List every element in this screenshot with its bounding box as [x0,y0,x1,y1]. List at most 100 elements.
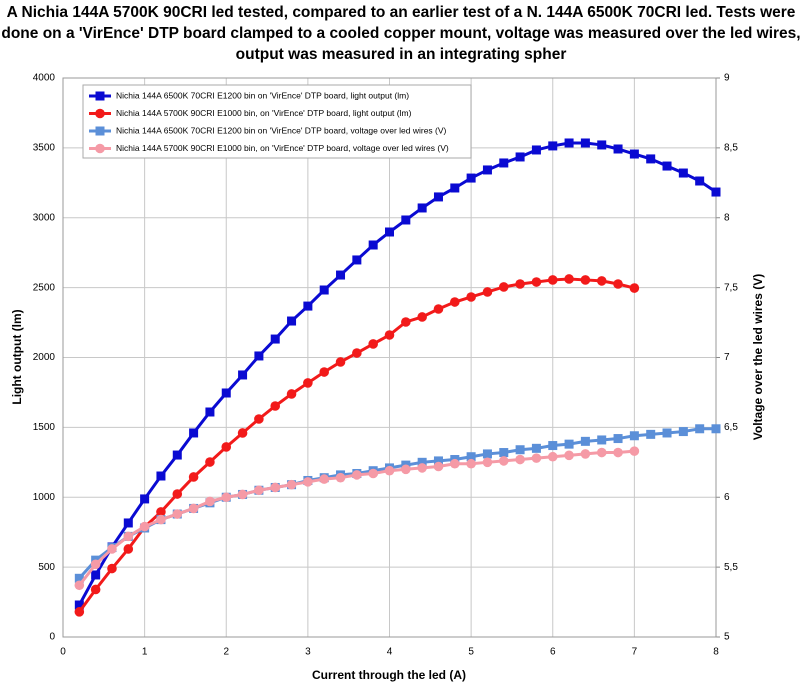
y-tick-label: 0 [49,632,55,643]
marker [482,449,492,459]
marker [450,297,460,307]
marker [580,275,591,285]
marker [548,441,558,451]
marker [401,317,411,327]
marker [254,351,264,361]
marker [188,472,199,482]
marker [564,439,574,449]
marker [596,447,607,458]
marker [319,367,330,377]
marker [417,463,427,473]
marker [205,496,215,507]
marker [417,457,427,467]
marker [221,442,232,452]
y-tick-label: 1500 [33,422,56,433]
marker [417,312,427,322]
marker [629,431,639,441]
legend-text: Nichia 144A 6500K 70CRI E1200 bin on 'Vi… [116,125,447,135]
marker [515,445,525,455]
marker [172,509,183,519]
y-tick-label: 3500 [33,143,56,154]
marker [450,183,460,193]
marker [156,514,166,525]
x-tick-label: 6 [550,647,556,658]
marker [74,607,85,617]
legend-marker [95,91,105,101]
marker [695,176,705,186]
marker [531,145,541,155]
marker [384,330,395,340]
marker [482,287,493,297]
marker [189,428,199,438]
legend-box [82,84,472,159]
marker [352,470,362,480]
marker [662,161,672,171]
marker [254,485,264,496]
marker [547,451,558,462]
marker [531,443,541,453]
marker [401,464,411,475]
x-tick-label: 2 [223,647,229,658]
marker [678,168,688,178]
marker [286,389,297,399]
marker [482,457,493,468]
y-tick-label: 4000 [33,73,56,84]
legend-text: Nichia 144A 5700K 90CRI E1000 bin, on 'V… [116,108,412,118]
marker [466,292,476,302]
marker [564,274,574,284]
marker [547,275,558,285]
x-tick-label: 1 [142,647,148,658]
marker [499,448,509,458]
y2-tick-label: 6,5 [724,422,738,433]
legend-marker [95,108,105,119]
y2-tick-label: 5,5 [724,562,738,573]
y2-axis-title: Voltage over the led wires (V) [751,274,765,441]
marker [515,454,525,465]
marker [90,559,101,570]
marker [352,255,362,265]
x-tick-label: 8 [713,647,719,658]
y-tick-label: 3000 [33,212,56,223]
chart-title: A Nichia 144A 5700K 90CRI led tested, co… [1,4,801,63]
marker [564,450,574,461]
plot-frame [62,77,717,638]
marker [580,436,590,446]
y-tick-label: 500 [38,562,55,573]
x-axis-title: Current through the led (A) [312,668,466,682]
marker [613,144,623,154]
marker [515,152,525,162]
marker [499,158,509,168]
marker [662,428,672,438]
marker [548,141,558,151]
marker [156,507,166,517]
marker [107,563,117,574]
marker [303,477,313,487]
marker [629,149,639,159]
legend-marker [95,126,105,136]
legend-text: Nichia 144A 5700K 90CRI E1000 bin, on 'V… [116,143,449,153]
marker [368,339,378,349]
legend-text: Nichia 144A 6500K 70CRI E1200 bin on 'Vi… [116,90,409,100]
marker [303,301,313,311]
marker [711,424,721,434]
x-tick-label: 4 [387,647,393,658]
marker [597,140,607,150]
marker [433,304,444,314]
y2-tick-label: 7,5 [724,282,738,293]
marker [123,531,134,542]
marker [335,472,346,483]
marker [188,503,199,514]
x-tick-label: 7 [632,647,638,658]
marker [352,348,362,358]
marker [286,479,297,490]
marker [172,489,183,499]
marker [91,570,101,580]
marker [564,138,574,148]
marker [433,456,443,466]
marker [417,203,427,213]
marker [123,518,133,528]
y-tick-label: 2000 [33,352,56,363]
marker [433,461,444,472]
marker [139,521,150,532]
